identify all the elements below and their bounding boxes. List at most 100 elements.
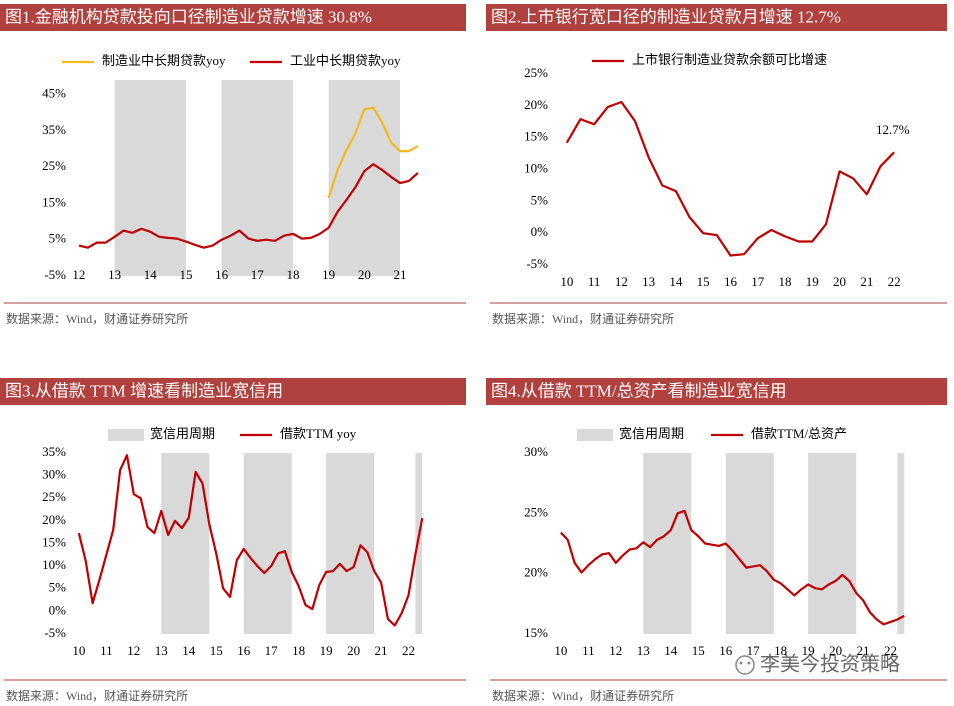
y-tick-label: 35% bbox=[42, 444, 66, 459]
shaded-band bbox=[114, 80, 186, 276]
chart-title: 图2.上市银行宽口径的制造业贷款月增速 12.7% bbox=[491, 7, 841, 26]
x-tick-label: 13 bbox=[637, 643, 650, 658]
y-tick-label: -5% bbox=[44, 625, 66, 640]
y-tick-label: 45% bbox=[42, 86, 66, 101]
x-tick-label: 19 bbox=[320, 643, 333, 658]
chart-panel: 图2.上市银行宽口径的制造业贷款月增速 12.7% 数据来源：Wind，财通证券研… bbox=[486, 4, 947, 326]
x-tick-label: 17 bbox=[251, 267, 265, 282]
y-tick-label: 25% bbox=[42, 489, 66, 504]
watermark-icon bbox=[735, 655, 755, 675]
x-tick-label: 21 bbox=[394, 267, 407, 282]
x-tick-label: 12 bbox=[127, 643, 140, 658]
y-tick-label: 35% bbox=[42, 122, 66, 137]
legend-label: 上市银行制造业贷款余额可比增速 bbox=[632, 52, 827, 67]
legend-label: 宽信用周期 bbox=[619, 426, 684, 441]
x-tick-label: 12 bbox=[72, 267, 85, 282]
x-tick-label: 13 bbox=[108, 267, 121, 282]
x-tick-label: 11 bbox=[100, 643, 113, 658]
x-tick-label: 19 bbox=[322, 267, 335, 282]
shaded-band bbox=[221, 80, 293, 276]
y-tick-label: 30% bbox=[42, 467, 66, 482]
series-line bbox=[560, 509, 905, 626]
shaded-band bbox=[725, 453, 774, 634]
x-tick-label: 13 bbox=[155, 643, 168, 658]
x-tick-label: 14 bbox=[144, 267, 158, 282]
shaded-band bbox=[808, 453, 857, 634]
x-tick-label: 22 bbox=[402, 643, 415, 658]
y-tick-label: 5% bbox=[49, 231, 67, 246]
shaded-band bbox=[328, 80, 401, 276]
legend-swatch bbox=[577, 429, 613, 441]
x-tick-label: 12 bbox=[609, 643, 622, 658]
series-line bbox=[565, 100, 895, 257]
x-tick-label: 11 bbox=[582, 643, 595, 658]
x-tick-label: 15 bbox=[179, 267, 192, 282]
y-tick-label: 20% bbox=[524, 565, 548, 580]
legend-label: 借款TTM/总资产 bbox=[751, 426, 847, 441]
legend-label: 制造业中长期贷款yoy bbox=[102, 53, 226, 68]
x-tick-label: 15 bbox=[210, 643, 223, 658]
x-tick-label: 20 bbox=[358, 267, 371, 282]
x-tick-label: 16 bbox=[719, 643, 733, 658]
series-line bbox=[78, 163, 419, 249]
y-tick-label: 15% bbox=[42, 194, 66, 209]
y-tick-label: -5% bbox=[44, 267, 66, 282]
x-tick-label: 21 bbox=[857, 643, 870, 658]
source: 数据来源：Wind，财通证券研究所 bbox=[492, 311, 674, 326]
x-tick-label: 16 bbox=[724, 274, 738, 289]
x-tick-label: 16 bbox=[237, 643, 251, 658]
x-tick-label: 20 bbox=[829, 643, 842, 658]
chart-panel: 图1.金融机构贷款投向口径制造业贷款增速 30.8% 数据来源：Wind，财通证券… bbox=[0, 4, 466, 326]
x-tick-label: 20 bbox=[347, 643, 360, 658]
y-tick-label: 15% bbox=[42, 534, 66, 549]
watermark: 李美今投资策略 bbox=[760, 652, 900, 676]
x-tick-label: 17 bbox=[751, 274, 765, 289]
y-tick-label: 15% bbox=[524, 625, 548, 640]
legend-label: 借款TTM yoy bbox=[280, 426, 357, 441]
title-bar bbox=[486, 378, 947, 405]
y-tick-label: 25% bbox=[524, 65, 548, 80]
shaded-band bbox=[243, 453, 292, 634]
annotation: 12.7% bbox=[876, 122, 910, 137]
y-tick-label: 0% bbox=[49, 602, 67, 617]
x-tick-label: 10 bbox=[72, 643, 85, 658]
x-tick-label: 18 bbox=[779, 274, 792, 289]
x-tick-label: 14 bbox=[182, 643, 196, 658]
y-tick-label: 10% bbox=[42, 557, 66, 572]
y-tick-label: 5% bbox=[531, 192, 549, 207]
y-tick-label: 5% bbox=[49, 580, 67, 595]
y-tick-label: -5% bbox=[526, 256, 548, 271]
series-line bbox=[327, 106, 419, 199]
y-tick-label: 20% bbox=[42, 512, 66, 527]
x-tick-label: 10 bbox=[554, 643, 567, 658]
x-tick-label: 20 bbox=[833, 274, 846, 289]
x-tick-label: 11 bbox=[588, 274, 601, 289]
chart-title: 图1.金融机构贷款投向口径制造业贷款增速 30.8% bbox=[5, 7, 372, 26]
shaded-band bbox=[897, 453, 905, 634]
y-tick-label: 0% bbox=[531, 224, 549, 239]
x-tick-label: 18 bbox=[774, 643, 787, 658]
y-tick-label: 25% bbox=[42, 158, 66, 173]
x-tick-label: 14 bbox=[664, 643, 678, 658]
legend-label: 宽信用周期 bbox=[150, 426, 215, 441]
chart-title: 图4.从借款 TTM/总资产看制造业宽信用 bbox=[491, 381, 787, 400]
shaded-band bbox=[326, 453, 375, 634]
chart-title: 图3.从借款 TTM 增速看制造业宽信用 bbox=[5, 381, 283, 400]
shaded-band bbox=[643, 453, 692, 634]
x-tick-label: 22 bbox=[884, 643, 897, 658]
source: 数据来源：Wind，财通证券研究所 bbox=[6, 688, 188, 703]
x-tick-label: 15 bbox=[697, 274, 710, 289]
source: 数据来源：Wind，财通证券研究所 bbox=[492, 688, 674, 703]
x-tick-label: 19 bbox=[802, 643, 815, 658]
x-tick-label: 22 bbox=[888, 274, 901, 289]
x-tick-label: 10 bbox=[560, 274, 573, 289]
x-tick-label: 19 bbox=[806, 274, 819, 289]
y-tick-label: 20% bbox=[524, 97, 548, 112]
x-tick-label: 13 bbox=[642, 274, 655, 289]
legend-label: 工业中长期贷款yoy bbox=[290, 53, 401, 68]
shaded-band bbox=[415, 453, 423, 634]
title-bar bbox=[0, 378, 466, 405]
source: 数据来源：Wind，财通证券研究所 bbox=[6, 311, 188, 326]
